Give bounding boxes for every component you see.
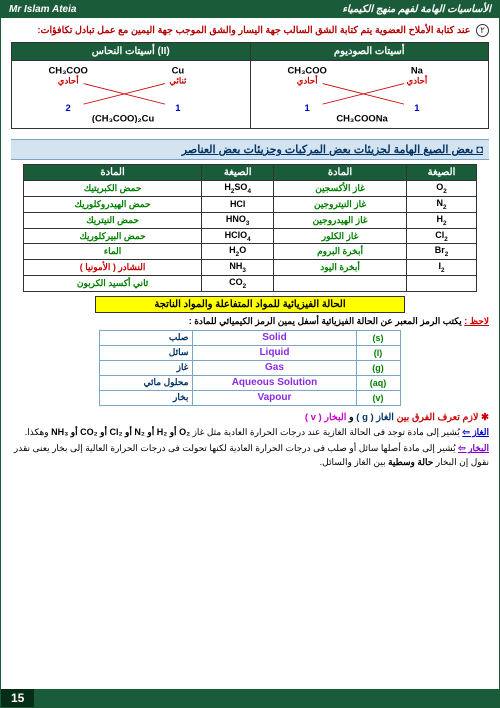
state-english: Vapour xyxy=(193,390,356,405)
formula-cell: H2SO4 xyxy=(202,181,274,197)
formula-cell: Br2 xyxy=(406,244,476,260)
svg-text:(CH₃COO)₂Cu: (CH₃COO)₂Cu xyxy=(92,113,155,124)
svg-text:2: 2 xyxy=(66,102,71,113)
rule-text: ٢ عند كتابة الأملاح العضوية يتم كتابة ال… xyxy=(11,24,489,37)
svg-text:أحادي: أحادي xyxy=(58,74,79,87)
state-arabic: سائل xyxy=(100,345,193,360)
formula-cell: HCl xyxy=(202,197,274,213)
material-cell: غاز النيتروجين xyxy=(274,197,407,213)
formula-cell: CO2 xyxy=(202,276,274,292)
states-table: صلبSolid(s) سائلLiquid(l) غازGas(g) محلول م… xyxy=(99,330,400,406)
svg-text:Cu: Cu xyxy=(172,65,185,76)
svg-text:CH₃COONa: CH₃COONa xyxy=(336,113,388,124)
svg-text:أحادي: أحادي xyxy=(296,74,317,87)
svg-text:1: 1 xyxy=(414,102,419,113)
material-cell: حمض الهيدروكلوريك xyxy=(23,197,201,213)
state-arabic: محلول مائي xyxy=(100,375,193,390)
difference-line: ✱ لازم تعرف الفرق بين الغاز ( g ) و البخ… xyxy=(11,412,489,423)
state-english: Liquid xyxy=(193,345,356,360)
state-english: Gas xyxy=(193,360,356,375)
state-arabic: صلب xyxy=(100,330,193,345)
salt-cell-sodium: CH₃COO Na أحادي أحادي 1 1 CH₃COONa xyxy=(250,61,489,129)
note-line: لاحظ : يكتب الرمز المعبر عن الحالة الفيز… xyxy=(11,316,489,327)
material-cell: غاز الكلور xyxy=(274,228,407,244)
header-left: Mr Islam Ateia xyxy=(9,4,76,15)
svg-text:ثنائي: ثنائي xyxy=(169,76,187,87)
formula-cell: H2 xyxy=(406,212,476,228)
highlight-title: الحالة الفيزيائية للمواد المتفاعلة والمو… xyxy=(95,296,406,313)
state-symbol: (g) xyxy=(356,360,400,375)
svg-text:1: 1 xyxy=(304,102,309,113)
svg-text:Na: Na xyxy=(410,65,423,76)
state-english: Aqueous Solution xyxy=(193,375,356,390)
vapour-paragraph: البخار ⇦ يُشير إلى مادة أصلها سائل أو صل… xyxy=(11,442,489,469)
formula-cell xyxy=(406,276,476,292)
page-footer xyxy=(1,689,499,707)
salts-table: أسيتات النحاس (II) أسيتات الصوديوم CH₃CO… xyxy=(11,42,489,129)
material-cell: الماء xyxy=(23,244,201,260)
formula-cell: H2O xyxy=(202,244,274,260)
header-right: الأساسيات الهامة لفهم منهج الكيمياء xyxy=(342,4,491,15)
state-symbol: (s) xyxy=(356,330,400,345)
salt-cell-copper: CH₃COO Cu أحادي ثنائي 2 1 (CH₃COO)₂Cu xyxy=(12,61,251,129)
page-header: الأساسيات الهامة لفهم منهج الكيمياء Mr I… xyxy=(1,1,499,18)
material-cell: حمض البيركلوريك xyxy=(23,228,201,244)
state-symbol: (aq) xyxy=(356,375,400,390)
material-cell: النشادر ( الأمونيا ) xyxy=(23,260,201,276)
gas-paragraph: الغاز ⇦ يُشير إلى مادة توجد فى الحالة ال… xyxy=(11,426,489,440)
material-cell: حمض الكبريتيك xyxy=(23,181,201,197)
page-number: 15 xyxy=(1,689,34,707)
state-arabic: غاز xyxy=(100,360,193,375)
formula-cell: HClO4 xyxy=(202,228,274,244)
material-cell xyxy=(274,276,407,292)
salt-header-sodium: أسيتات الصوديوم xyxy=(250,43,489,61)
formula-cell: Cl2 xyxy=(406,228,476,244)
formula-cell: I2 xyxy=(406,260,476,276)
material-cell: غاز الأكسجين xyxy=(274,181,407,197)
svg-text:CH₃COO: CH₃COO xyxy=(287,65,326,76)
salt-header-copper: أسيتات النحاس (II) xyxy=(12,43,251,61)
state-english: Solid xyxy=(193,330,356,345)
material-cell: أبخرة اليود xyxy=(274,260,407,276)
formula-cell: N2 xyxy=(406,197,476,213)
material-cell: غاز الهيدروجين xyxy=(274,212,407,228)
material-cell: حمض النيتريك xyxy=(23,212,201,228)
state-arabic: بخار xyxy=(100,390,193,405)
material-cell: ثاني أكسيد الكربون xyxy=(23,276,201,292)
formula-cell: O2 xyxy=(406,181,476,197)
formula-table: المادة الصيغة المادة الصيغة حمض الكبريتي… xyxy=(23,164,477,292)
state-symbol: (v) xyxy=(356,390,400,405)
section-title: ◘ بعض الصيغ الهامة لجزيئات بعض المركبات … xyxy=(11,139,489,160)
rule-number: ٢ xyxy=(476,24,489,37)
svg-text:أحادي: أحادي xyxy=(406,74,427,87)
svg-text:1: 1 xyxy=(175,102,180,113)
material-cell: أبخرة البروم xyxy=(274,244,407,260)
state-symbol: (l) xyxy=(356,345,400,360)
formula-cell: HNO3 xyxy=(202,212,274,228)
formula-cell: NH3 xyxy=(202,260,274,276)
svg-text:CH₃COO: CH₃COO xyxy=(48,65,87,76)
